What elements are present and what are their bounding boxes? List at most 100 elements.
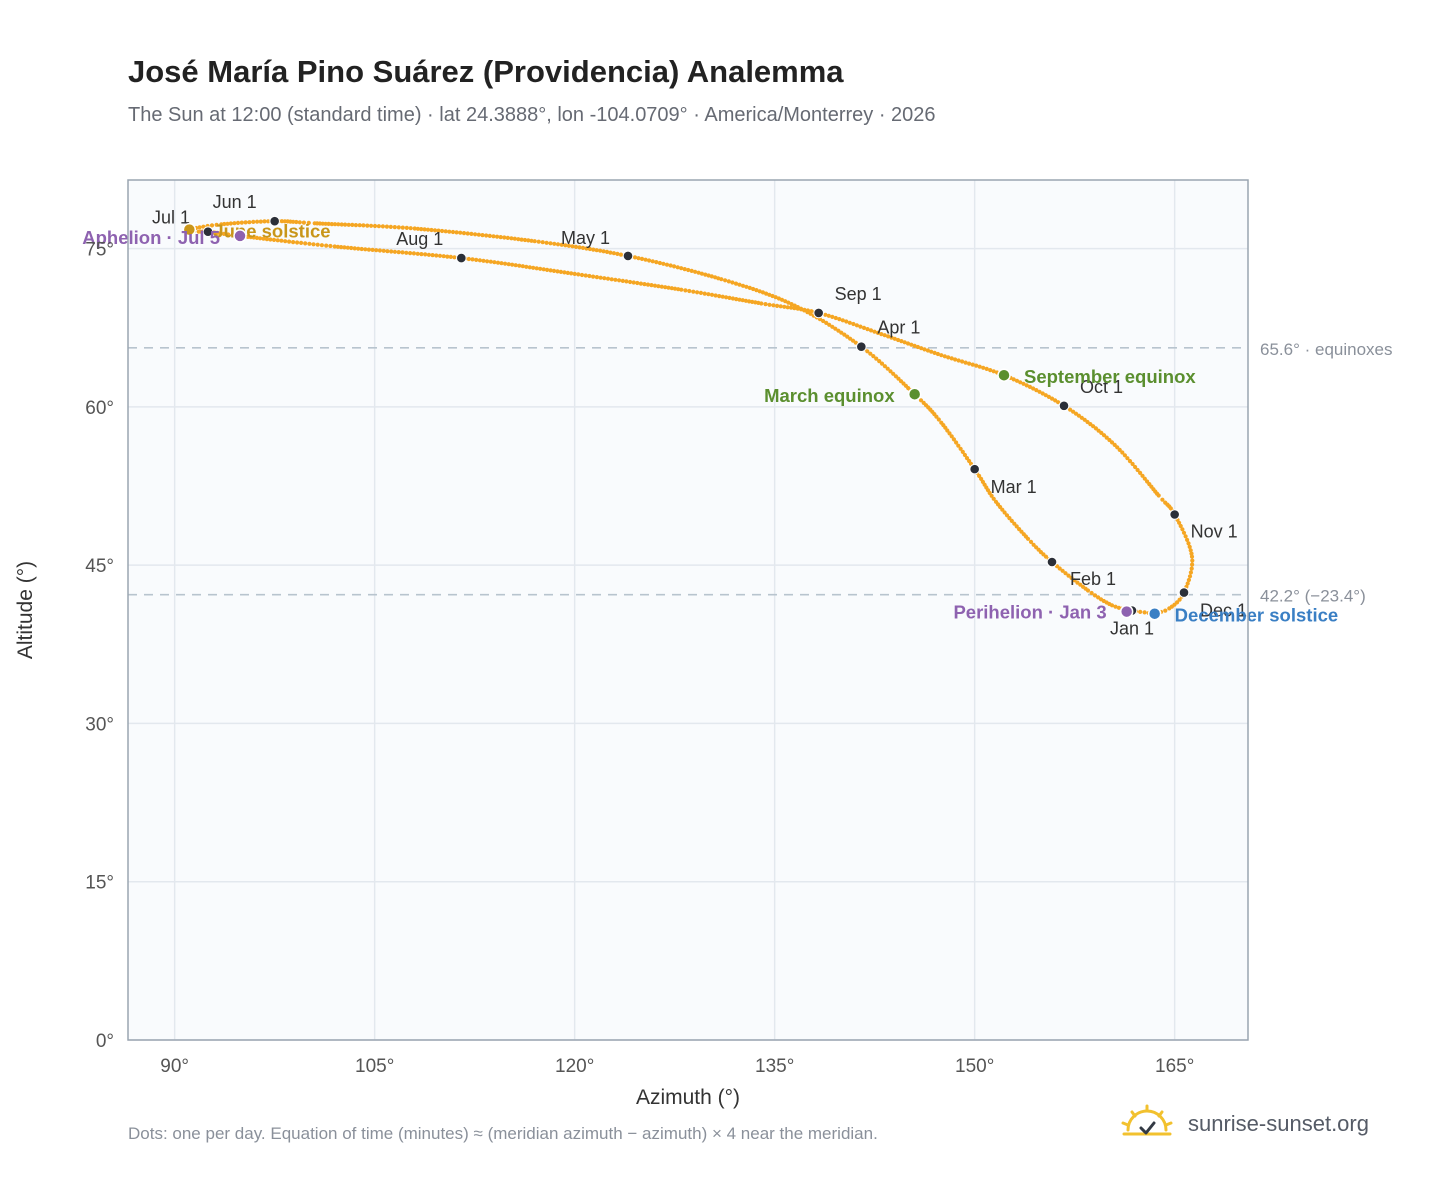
chart-subtitle: The Sun at 12:00 (standard time) · lat 2… (128, 104, 936, 126)
daily-dot (882, 364, 888, 369)
daily-dot (824, 320, 829, 325)
daily-dot (412, 226, 417, 231)
daily-dot (485, 259, 490, 264)
daily-dot (510, 262, 515, 267)
daily-dot (1066, 573, 1071, 578)
daily-dot (848, 336, 853, 341)
daily-dot (363, 247, 368, 252)
daily-dot (783, 299, 788, 304)
daily-dot (1127, 459, 1133, 464)
daily-dot (1190, 558, 1195, 563)
daily-dot (436, 228, 441, 233)
daily-dot (891, 371, 896, 376)
daily-dot (247, 220, 252, 225)
daily-dot (1142, 610, 1147, 615)
daily-dot (1160, 497, 1165, 502)
daily-dot (611, 251, 617, 256)
daily-dot (1076, 413, 1081, 418)
daily-dot (332, 244, 337, 249)
daily-dot (805, 308, 811, 313)
daily-dot (1180, 527, 1185, 532)
daily-dot (879, 332, 884, 337)
daily-dot (415, 226, 420, 231)
month-label: Nov 1 (1191, 522, 1238, 542)
daily-dot (513, 263, 518, 268)
daily-dot (332, 222, 338, 227)
daily-dot (1104, 435, 1109, 440)
daily-dot (251, 219, 256, 224)
reference-line-label: 42.2° (−23.4°) (1260, 587, 1366, 606)
daily-dot (925, 348, 931, 353)
daily-dot (384, 224, 389, 229)
daily-dot (315, 242, 320, 247)
daily-dot (921, 400, 926, 405)
daily-dot (197, 225, 202, 230)
daily-dot (275, 238, 280, 243)
daily-dot (301, 220, 306, 225)
event-label: September equinox (1024, 366, 1196, 387)
daily-dot (201, 224, 206, 229)
daily-dot (702, 291, 707, 296)
daily-dot (754, 288, 759, 293)
daily-dot (1024, 383, 1029, 388)
x-tick-label: 90° (160, 1056, 189, 1077)
event-marker (1147, 606, 1162, 621)
month-marker (269, 215, 280, 227)
daily-dot (426, 252, 431, 257)
daily-dot (847, 320, 852, 325)
daily-dot (1021, 381, 1026, 386)
daily-dot (264, 237, 269, 242)
brand[interactable]: sunrise-sunset.org (1120, 1104, 1369, 1144)
daily-dot (258, 236, 263, 241)
daily-dot (1040, 391, 1045, 396)
daily-dot (228, 221, 233, 226)
event-label: March equinox (764, 385, 895, 406)
daily-dot (498, 235, 503, 240)
daily-dot (858, 324, 863, 329)
y-tick-label: 60° (85, 398, 114, 419)
daily-dot (833, 315, 838, 321)
daily-dot (605, 276, 611, 281)
daily-dot (339, 245, 344, 250)
daily-dot (262, 219, 267, 224)
daily-dot (720, 294, 725, 299)
daily-dot (1125, 456, 1130, 461)
daily-dot (598, 248, 603, 253)
event-label: December solstice (1175, 605, 1339, 626)
daily-dot (495, 260, 501, 265)
daily-dot (871, 354, 876, 359)
event-marker (1119, 604, 1134, 619)
footer-note: Dots: one per day. Equation of time (min… (128, 1124, 878, 1143)
daily-dot (932, 350, 937, 355)
daily-dot (635, 280, 640, 286)
daily-dot (947, 431, 952, 436)
daily-dot (445, 254, 450, 259)
daily-dot (1011, 377, 1016, 382)
daily-dot (730, 280, 735, 285)
daily-dot (963, 360, 968, 365)
daily-dot (266, 219, 271, 224)
daily-dot (896, 337, 901, 343)
daily-dot (1185, 581, 1190, 586)
daily-dot (361, 223, 366, 228)
daily-dot (591, 274, 596, 279)
daily-dot (287, 239, 292, 244)
daily-dot (591, 247, 596, 252)
daily-dot (491, 234, 496, 239)
daily-dot (1167, 606, 1172, 611)
daily-dot (981, 365, 986, 370)
daily-dot (548, 268, 553, 273)
daily-dot (861, 325, 867, 330)
daily-dot (851, 321, 856, 327)
daily-dot (886, 334, 891, 339)
month-marker (622, 250, 634, 262)
daily-dot (1178, 523, 1183, 529)
daily-dot (370, 247, 375, 252)
daily-dot (307, 241, 312, 246)
daily-dot (488, 259, 493, 264)
daily-dot (587, 273, 592, 279)
daily-dot (618, 252, 624, 257)
daily-dot (872, 329, 877, 334)
daily-dot (1187, 574, 1193, 579)
daily-dot (744, 284, 749, 289)
